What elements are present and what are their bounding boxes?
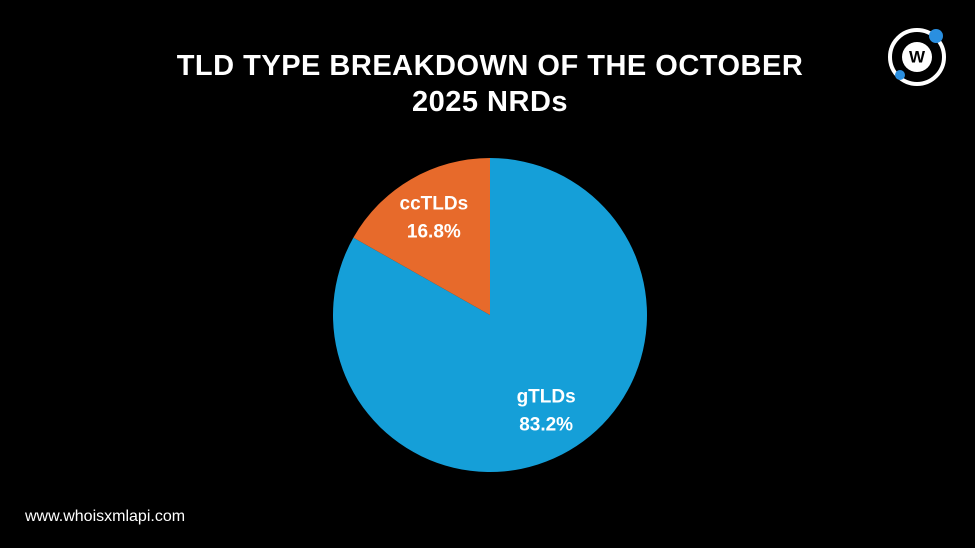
chart-title: TLD TYPE BREAKDOWN OF THE OCTOBER 2025 N… [176, 50, 804, 118]
footer-url: www.whoisxmlapi.com [25, 508, 186, 525]
pie-slice [333, 158, 648, 472]
pie-slice [353, 158, 490, 315]
logo-dot [929, 29, 943, 43]
slice-category-label: ccTLDs [400, 194, 469, 215]
logo-ring [888, 28, 946, 86]
logo-dot [895, 70, 905, 80]
slice-value-label: 83.2% [519, 414, 573, 435]
slice-category-label: gTLDs [517, 386, 576, 407]
logo: W [888, 28, 946, 86]
logo-text: W [909, 47, 926, 66]
logo-core [902, 42, 932, 72]
slice-value-label: 16.8% [407, 222, 461, 243]
